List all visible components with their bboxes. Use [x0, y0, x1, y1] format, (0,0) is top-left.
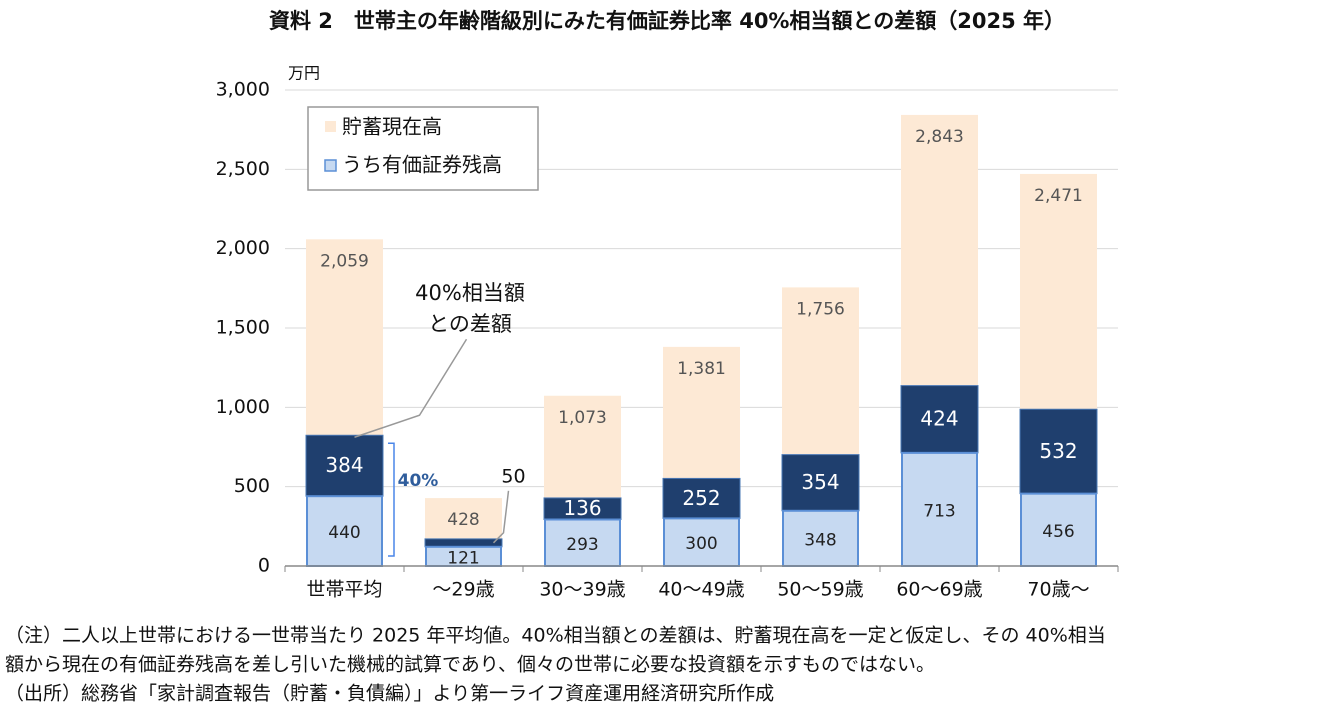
x-tick-label: 50～59歳 — [777, 579, 863, 601]
value-label: 713 — [923, 501, 955, 521]
value-label: 354 — [801, 470, 839, 494]
y-tick-label: 500 — [234, 475, 270, 497]
value-label: 1,381 — [677, 359, 726, 379]
leader-line — [492, 490, 510, 544]
y-tick-label: 2,500 — [216, 158, 270, 180]
annotation: との差額 — [428, 312, 512, 336]
value-label: 1,073 — [558, 408, 607, 428]
bar-securities — [782, 509, 859, 567]
y-tick-label: 1,000 — [216, 396, 270, 418]
bar-difference — [900, 385, 979, 454]
value-label: 440 — [328, 523, 360, 543]
x-tick-label: 世帯平均 — [306, 579, 382, 601]
x-tick-label: 40～49歳 — [658, 579, 744, 601]
bar-securities — [663, 517, 740, 568]
value-label: 348 — [804, 530, 836, 550]
bar-securities — [544, 518, 621, 568]
value-label: 456 — [1042, 522, 1074, 542]
bar-difference — [424, 538, 503, 548]
legend-label: 貯蓄現在高 — [342, 115, 442, 139]
bracket-label: 40% — [398, 471, 439, 491]
y-tick-label: 0 — [258, 555, 270, 577]
legend-swatch — [324, 159, 337, 172]
leader-line — [354, 338, 468, 438]
legend-label: うち有価証券残高 — [342, 153, 502, 177]
x-tick-label: 30～39歳 — [539, 579, 625, 601]
value-label: 384 — [325, 453, 363, 477]
value-label: 1,756 — [796, 299, 845, 319]
note: 額から現在の有価証券残高を差し引いた機械的試算であり、個々の世帯に必要な投資額を… — [5, 654, 935, 676]
x-tick-label: ～29歳 — [432, 579, 494, 601]
bar-securities — [1020, 492, 1097, 568]
chart-title: 資料 2 世帯主の年齢階級別にみた有価証券比率 40%相当額との差額（2025 … — [269, 9, 1065, 33]
value-label: 50 — [501, 465, 525, 487]
value-label: 252 — [682, 486, 720, 510]
annotation: 40%相当額 — [415, 281, 525, 305]
y-tick-label: 3,000 — [216, 79, 270, 101]
note: （注）二人以上世帯における一世帯当たり 2025 年平均値。40%相当額との差額… — [5, 625, 1106, 647]
y-unit: 万円 — [288, 64, 320, 83]
value-label: 300 — [685, 534, 717, 554]
x-tick-label: 60～69歳 — [896, 579, 982, 601]
value-label: 2,471 — [1034, 186, 1083, 206]
bar-difference — [1019, 408, 1098, 495]
value-label: 121 — [447, 548, 479, 568]
x-tick-label: 70歳～ — [1027, 579, 1089, 601]
bar-securities — [901, 451, 978, 567]
value-label: 532 — [1039, 439, 1077, 463]
note: （出所）総務省「家計調査報告（貯蓄・負債編）」より第一ライフ資産運用経済研究所作… — [5, 683, 774, 705]
value-label: 428 — [447, 510, 479, 530]
y-tick-label: 2,000 — [216, 237, 270, 259]
value-label: 2,059 — [320, 251, 369, 271]
value-label: 136 — [563, 496, 601, 520]
value-label: 293 — [566, 535, 598, 555]
legend-swatch — [325, 121, 336, 132]
bar-difference — [305, 434, 384, 497]
bar-difference — [781, 454, 860, 512]
legend-box — [307, 106, 539, 191]
bracket — [388, 442, 395, 557]
y-tick-label: 1,500 — [216, 317, 270, 339]
value-label: 2,843 — [915, 127, 964, 147]
value-label: 424 — [920, 407, 958, 431]
